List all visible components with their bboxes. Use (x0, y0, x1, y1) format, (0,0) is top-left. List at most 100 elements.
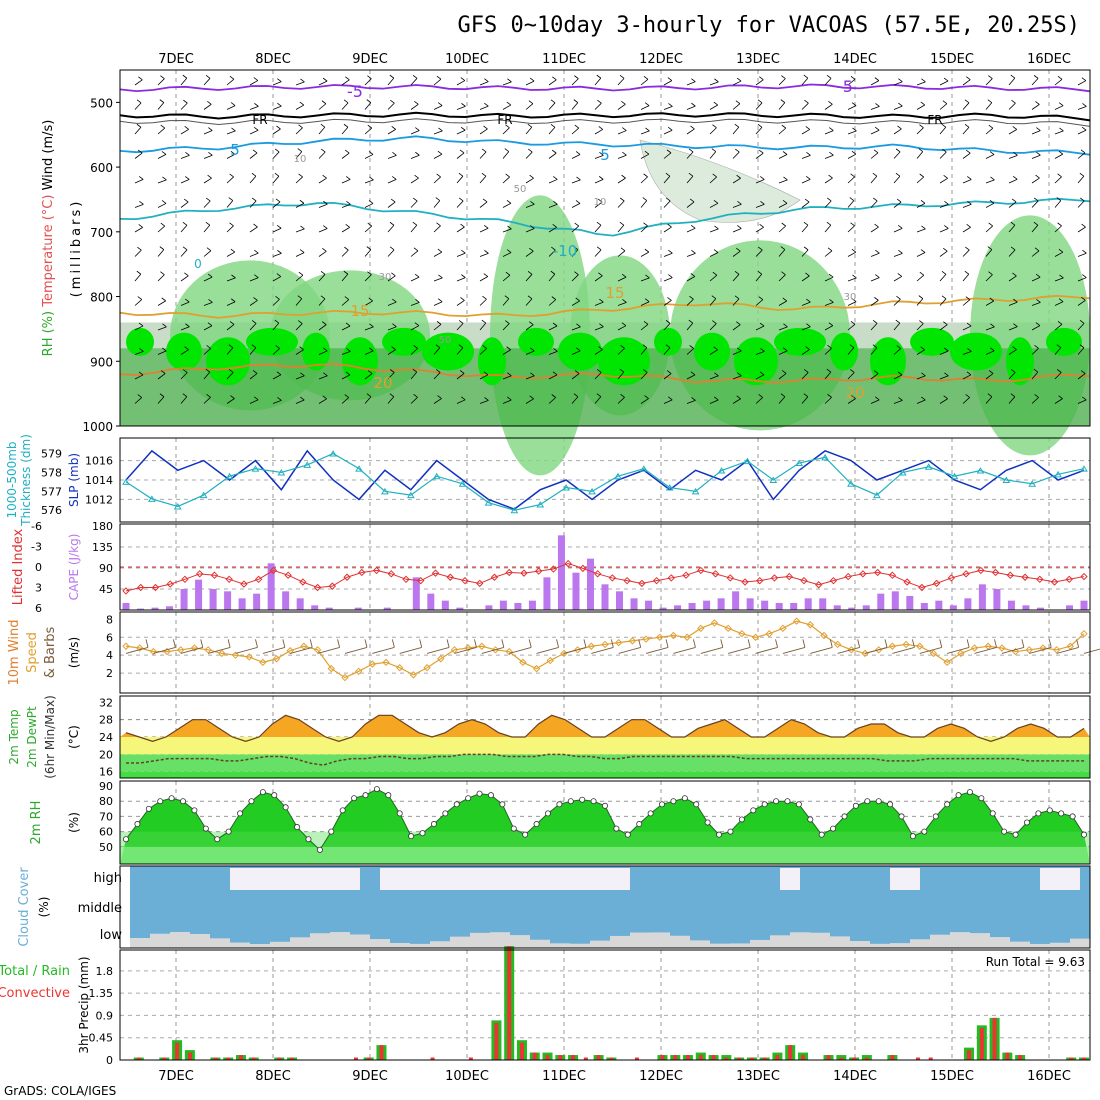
wind-barb (134, 270, 142, 282)
cape-bar (1022, 605, 1030, 610)
wind-barb (686, 224, 696, 233)
wind-barb (617, 273, 627, 282)
wind-barb (341, 176, 351, 184)
rh-marker (818, 831, 825, 838)
cloud-low-bar (410, 943, 430, 948)
wind-barb (801, 323, 811, 331)
cape-bar (891, 591, 899, 610)
cloud-gap-high (230, 868, 300, 890)
rh-area (120, 789, 1090, 864)
lifted-marker (358, 568, 366, 577)
contour-label: 30 (379, 272, 392, 283)
wind-speed-marker (628, 637, 637, 645)
wind-barb (456, 103, 466, 110)
wind-barb (824, 221, 832, 233)
wind-barb (272, 224, 282, 233)
wind-barb (939, 123, 947, 135)
cape-bar (499, 600, 507, 610)
lifted-marker (313, 583, 322, 592)
y-tick-label: 70 (99, 810, 113, 823)
wind-speed-marker (710, 619, 719, 627)
ylabel-temp: 2m Temp (7, 709, 21, 764)
wind-barb (295, 396, 305, 404)
wind-barb (594, 393, 602, 404)
wind-barb (847, 248, 857, 257)
rh-shade-bright (1046, 327, 1082, 356)
cape-bar (775, 603, 783, 610)
wind-barb (870, 223, 879, 233)
wind-barb (157, 370, 166, 380)
wind-barb (870, 370, 879, 380)
wind-barb (962, 371, 972, 380)
date-label-top: 16DEC (1027, 52, 1071, 67)
wind-barb (617, 368, 625, 380)
legend-convective: Convective (0, 986, 70, 1001)
lifted-marker (1036, 575, 1044, 584)
wind-barb (364, 176, 374, 184)
wind-barb (893, 371, 903, 380)
thickness-marker (821, 453, 829, 461)
y-tick-label: 0 (35, 561, 42, 574)
rh-marker (704, 819, 711, 826)
ylabel-upper: RH (%) Temperature (°C) Wind (m/s) (41, 120, 56, 357)
y-tick-label: 80 (99, 795, 113, 808)
rh-marker (636, 821, 643, 828)
wind-barb (180, 393, 188, 404)
cloud-gap-high (780, 868, 800, 890)
wind-barb (134, 201, 144, 208)
wind-barb (1054, 395, 1063, 404)
precip-conv-bar (979, 1027, 984, 1060)
rh-marker (510, 825, 517, 832)
wind-barb (456, 77, 466, 86)
thickness-marker (251, 465, 260, 472)
contour-label: 0 (194, 257, 202, 271)
wind-speed-marker (204, 646, 212, 654)
wind-barb-10m (262, 639, 286, 654)
wind-barb (594, 346, 603, 355)
isotherm-line (119, 118, 1091, 127)
wind-barb (663, 103, 673, 110)
wind-barb (1008, 74, 1016, 86)
wind-barb (962, 270, 970, 282)
wind-barb (709, 78, 719, 86)
thickness-marker (122, 478, 130, 485)
cloud-low-bar (310, 933, 330, 948)
wind-barb (295, 78, 305, 86)
wind-barb (364, 347, 374, 355)
wind-barb (387, 99, 395, 110)
ylabel-part: Temperature (°C) (41, 190, 56, 307)
wind-barb (272, 250, 282, 257)
rh-marker (385, 792, 392, 799)
wind-barb (249, 274, 259, 282)
precip-conv-bar (226, 1057, 231, 1060)
wind-barb-10m (919, 639, 943, 654)
rh-marker (1058, 810, 1065, 817)
precip-conv-bar (251, 1057, 256, 1060)
cloud-low-bar (790, 932, 810, 948)
wind-barb-10m (755, 639, 778, 654)
wind-barb (295, 101, 305, 110)
wind-barb (778, 200, 788, 208)
wind-barb (1008, 152, 1018, 159)
wind-barb (686, 371, 696, 380)
rh-marker (351, 795, 358, 802)
wind-barb (801, 126, 810, 135)
wind-barb (663, 249, 673, 257)
contour-label: -5 (347, 82, 363, 101)
wind-barb (203, 299, 213, 306)
cape-bar (441, 600, 449, 610)
wind-barb-10m (481, 639, 505, 654)
wind-barb (364, 222, 373, 233)
wind-barb (985, 124, 994, 135)
rh-marker (670, 798, 677, 805)
wind-barb (847, 127, 857, 135)
wind-barb (272, 198, 281, 208)
rh-marker (681, 795, 688, 802)
precip-conv-bar (583, 1057, 588, 1060)
wind-barb (1077, 344, 1085, 355)
wind-barb (801, 99, 809, 110)
precip-conv-bar (852, 1057, 857, 1060)
wind-barb (157, 347, 167, 355)
contour-label: 15 (605, 284, 624, 302)
wind-barb (824, 247, 833, 257)
